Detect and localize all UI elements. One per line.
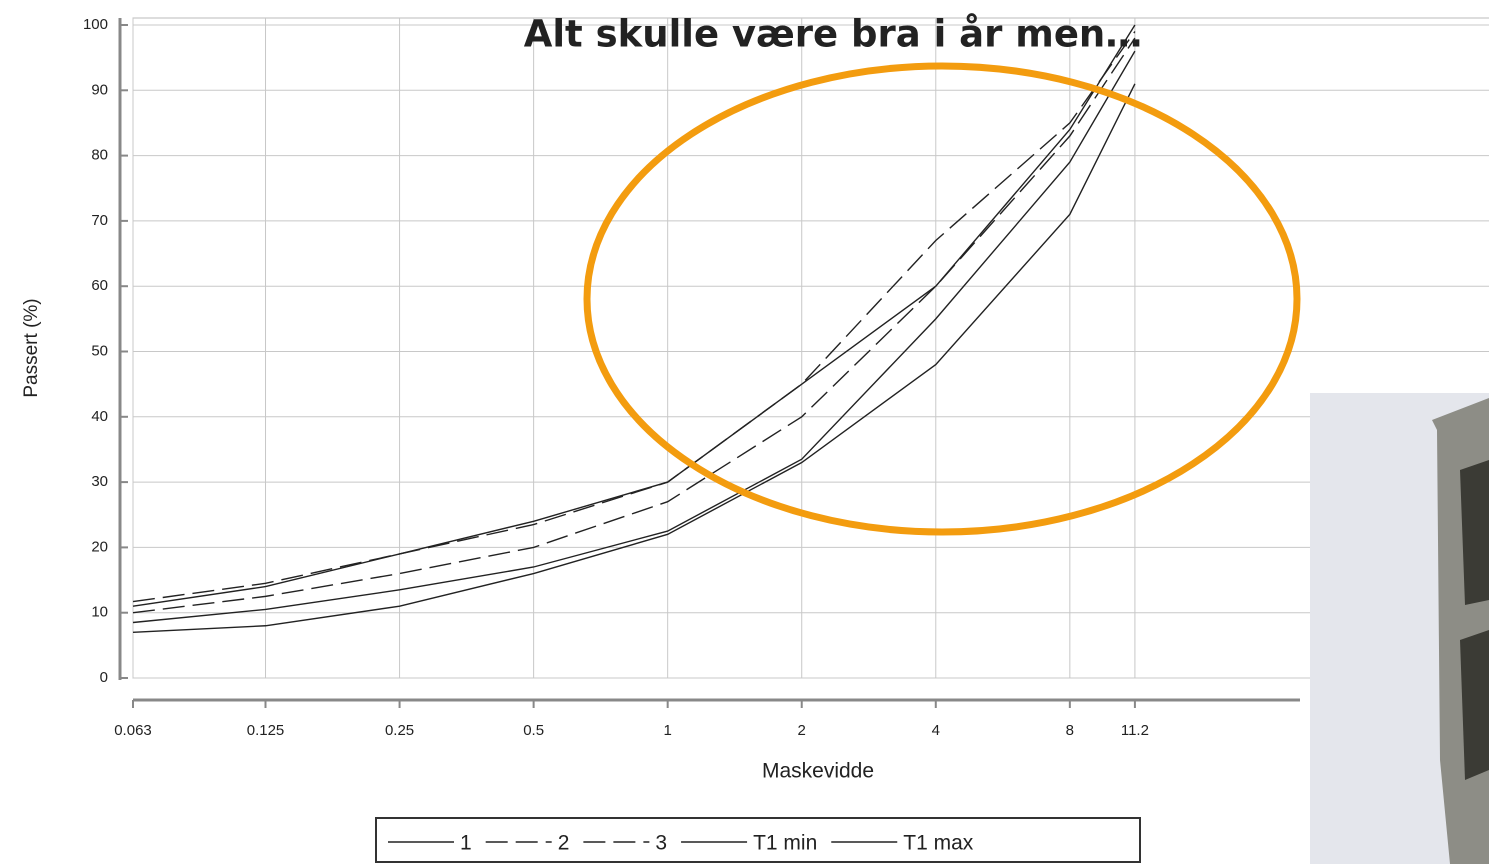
- photo: [1310, 393, 1489, 864]
- y-tick-label: 90: [91, 81, 108, 98]
- x-tick-label: 0.063: [114, 722, 152, 739]
- x-tick-label: 0.125: [247, 722, 285, 739]
- x-tick-label: 0.5: [523, 722, 544, 739]
- y-tick-label: 0: [100, 669, 108, 686]
- y-tick-label: 40: [91, 408, 108, 425]
- y-tick-label: 30: [91, 473, 108, 490]
- legend-label: T1 min: [753, 832, 817, 855]
- x-tick-label: 11.2: [1121, 722, 1149, 739]
- legend-box: [375, 817, 1141, 863]
- y-tick-label: 80: [91, 147, 108, 164]
- slide-title: Alt skulle være bra i år men…: [524, 13, 1143, 56]
- photo-window: [1460, 460, 1489, 605]
- series-line: [132, 50, 1136, 624]
- highlight-ellipse: [583, 62, 1301, 536]
- lines: [132, 24, 1136, 633]
- y-tick-label: 20: [91, 538, 108, 555]
- legend-label: T1 max: [903, 832, 974, 855]
- y-tick-label: 70: [91, 212, 108, 229]
- series-line: [132, 24, 1136, 607]
- y-tick-label: 10: [91, 604, 108, 621]
- y-tick-label: 50: [91, 342, 108, 359]
- x-tick-label: 8: [1066, 722, 1074, 739]
- legend-label: 1: [460, 832, 472, 855]
- y-tick-label: 100: [83, 16, 108, 33]
- series-line: [132, 83, 1136, 633]
- legend: 1 2 3 T1 min T1 max: [388, 832, 974, 855]
- x-axis-label: Maskevidde: [762, 760, 874, 783]
- x-tick-label: 2: [798, 722, 806, 739]
- x-tick-label: 4: [932, 722, 940, 739]
- x-tick-label: 1: [664, 722, 672, 739]
- y-axis-label: Passert (%): [21, 298, 42, 397]
- series-line: [132, 37, 1136, 614]
- photo-window: [1460, 630, 1489, 780]
- legend-label: 3: [655, 832, 667, 855]
- x-tick-label: 0.25: [385, 722, 414, 739]
- legend-label: 2: [558, 832, 570, 855]
- plot-area: [132, 17, 1489, 679]
- y-tick-label: 60: [91, 277, 108, 294]
